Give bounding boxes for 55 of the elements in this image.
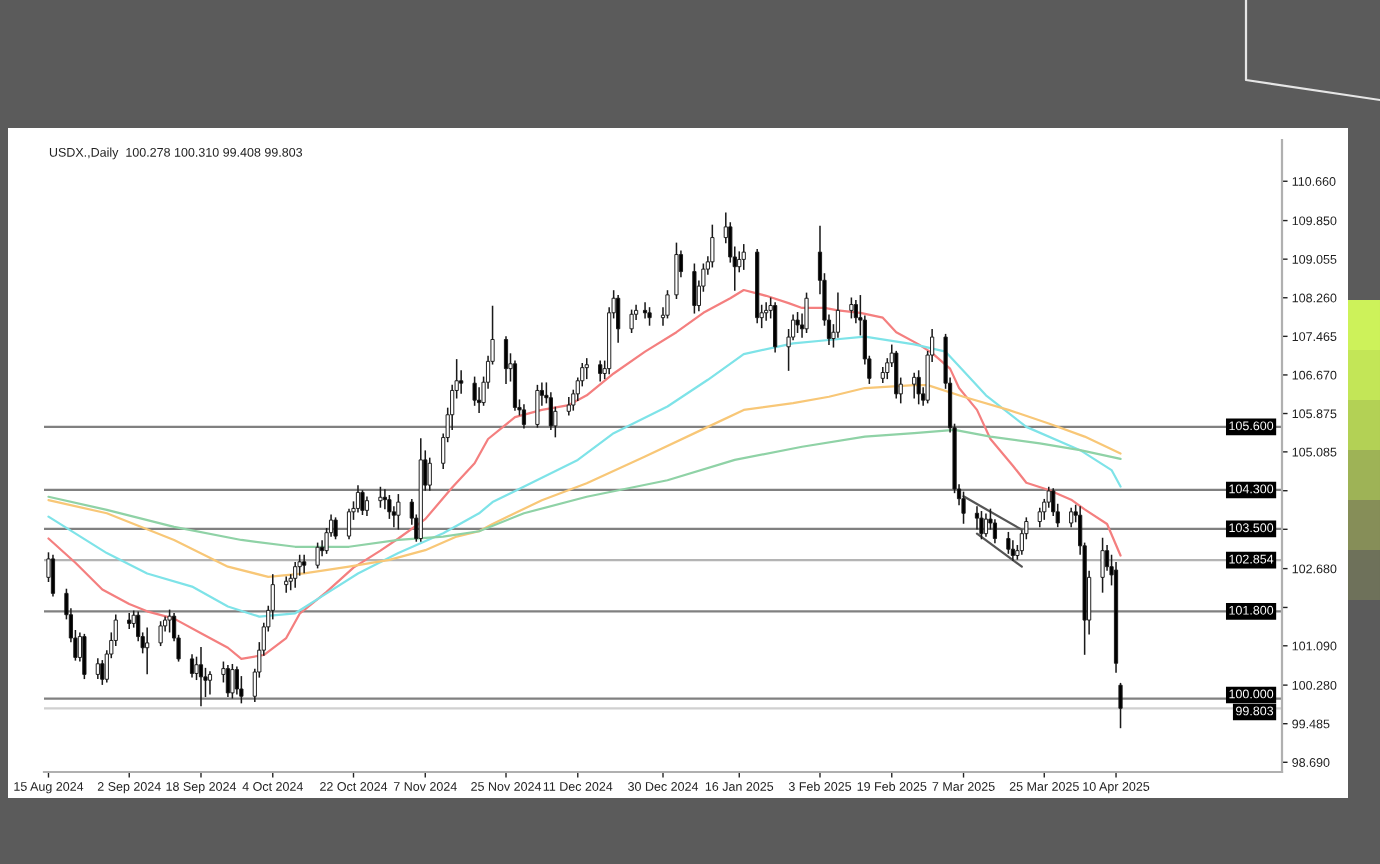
- candlestick: [427, 457, 432, 491]
- candlestick: [521, 404, 527, 429]
- candlestick: [961, 491, 966, 524]
- candlestick: [50, 554, 56, 597]
- candlestick: [598, 360, 603, 382]
- candlestick: [764, 302, 769, 321]
- candlestick: [284, 576, 289, 593]
- candlestick: [333, 517, 338, 540]
- candlestick: [629, 309, 634, 333]
- candlestick: [1100, 537, 1105, 593]
- candlestick: [360, 490, 365, 516]
- candlestick: [127, 612, 132, 630]
- candlestick: [584, 358, 589, 380]
- candlestick: [225, 664, 231, 698]
- candlestick: [293, 562, 298, 588]
- candlestick: [503, 336, 509, 384]
- candlestick: [378, 486, 383, 508]
- candlestick: [1006, 531, 1011, 554]
- candlestick: [642, 302, 648, 319]
- candlestick: [346, 508, 352, 540]
- candlestick: [207, 671, 213, 695]
- candlestick: [189, 654, 195, 678]
- candlestick: [387, 495, 392, 519]
- candlestick: [741, 244, 746, 270]
- candlestick: [396, 494, 401, 530]
- candlestick: [710, 224, 715, 268]
- candlestick: [355, 485, 361, 513]
- candlestick: [158, 621, 163, 647]
- candlestick: [616, 295, 621, 343]
- candlestick: [167, 609, 172, 633]
- candlestick: [1010, 540, 1015, 561]
- candlestick: [512, 360, 518, 411]
- candlestick: [983, 513, 989, 537]
- candlestick: [82, 633, 87, 680]
- candlestick: [95, 658, 100, 680]
- candlestick: [804, 292, 809, 333]
- candlestick: [472, 376, 477, 406]
- candlestick: [1118, 682, 1123, 729]
- candlestick: [894, 350, 899, 399]
- candlestick: [773, 302, 778, 353]
- candlestick: [912, 372, 917, 399]
- candlestick: [916, 370, 921, 405]
- candlestick: [302, 554, 307, 574]
- candlestick: [692, 263, 697, 314]
- candlestick: [315, 542, 320, 569]
- candlestick: [674, 242, 679, 300]
- candlestick: [979, 511, 984, 540]
- candlestick: [535, 384, 540, 428]
- candlestick: [145, 627, 150, 675]
- candlestick: [198, 646, 204, 707]
- candlestick: [849, 297, 854, 319]
- candlestick: [230, 663, 235, 699]
- candlestick: [665, 290, 670, 319]
- candlestick: [795, 312, 800, 333]
- candlestick: [234, 666, 239, 695]
